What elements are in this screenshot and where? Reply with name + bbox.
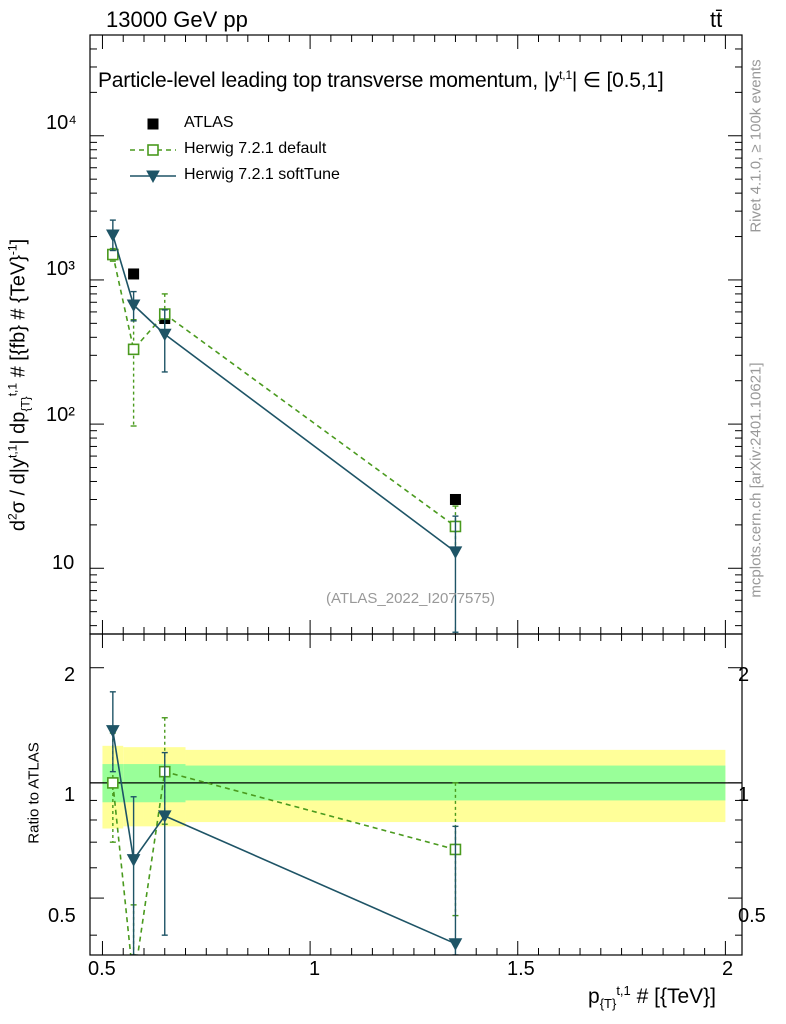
ratio-point-herwig-default <box>107 777 119 789</box>
xtick-label-1: 1 <box>309 958 321 980</box>
main-ytick-label-10000: 10⁴ <box>46 112 77 134</box>
legend-label-herwig-default: Herwig 7.2.1 default <box>184 140 327 157</box>
ratio-line-herwig-7-2-1-default <box>112 770 456 955</box>
legend-label-herwig-softtune: Herwig 7.2.1 softTune <box>184 166 340 183</box>
process-label: tt̄ <box>710 7 723 32</box>
ratio-ytick-label-1-right: 1 <box>738 784 750 806</box>
mc-point-herwig-softtune <box>448 546 463 559</box>
data-point-atlas <box>449 493 461 505</box>
legend-marker-herwig-default <box>147 144 159 156</box>
main-y-axis-title: d2σ / d|yt,1| dp{T}t,1 # [{fb} # {TeV}-1… <box>5 238 33 532</box>
rivet-version-label: Rivet 4.1.0, ≥ 100k events <box>747 59 765 233</box>
mc-point-herwig-softtune <box>126 299 141 313</box>
series-line-herwig-7-2-1-default <box>112 254 456 528</box>
legend-marker-herwig-softtune <box>146 170 160 184</box>
ratio-ytick-label-05-left: 0.5 <box>48 905 76 927</box>
mc-point-herwig-default <box>127 343 140 356</box>
ratio-point-herwig-softtune <box>126 854 141 867</box>
main-ytick-label-1000: 10³ <box>46 258 75 280</box>
series-line-herwig-7-2-1-softtune <box>112 234 456 553</box>
ratio-y-axis-title: Ratio to ATLAS <box>25 742 43 844</box>
mc-point-herwig-softtune <box>105 229 120 243</box>
mcplots-label: mcplots.cern.ch [arXiv:2401.10621] <box>747 362 765 598</box>
legend-marker-atlas <box>147 118 159 130</box>
ratio-ytick-label-2-left: 2 <box>64 664 76 686</box>
mc-point-herwig-softtune <box>157 328 172 342</box>
ratio-ytick-label-1-left: 1 <box>64 784 76 806</box>
ratio-ytick-label-05-right: 0.5 <box>738 905 766 927</box>
main-ytick-label-100: 10² <box>46 404 75 426</box>
energy-label: 13000 GeV pp <box>106 7 248 32</box>
xtick-label-2: 2 <box>722 958 734 980</box>
ratio-point-herwig-softtune <box>448 938 463 951</box>
xtick-label-1.5: 1.5 <box>507 958 535 980</box>
x-axis-title: p{T}t,1 # [{TeV}] <box>588 983 717 1012</box>
xtick-label-0.5: 0.5 <box>88 958 116 980</box>
analysis-watermark: (ATLAS_2022_I2077575) <box>326 590 496 607</box>
ratio-plot-frame <box>89 633 743 956</box>
ratio-ytick-label-2-right: 2 <box>738 664 750 686</box>
data-point-atlas <box>128 268 140 280</box>
main-ytick-label-10: 10 <box>52 552 75 574</box>
plot-title: Particle-level leading top transverse mo… <box>98 68 664 92</box>
ratio-point-herwig-softtune <box>105 725 120 738</box>
ratio-line-herwig-7-2-1-softtune <box>112 730 456 945</box>
ratio-point-herwig-softtune <box>157 810 172 823</box>
legend-label-atlas: ATLAS <box>184 114 234 131</box>
